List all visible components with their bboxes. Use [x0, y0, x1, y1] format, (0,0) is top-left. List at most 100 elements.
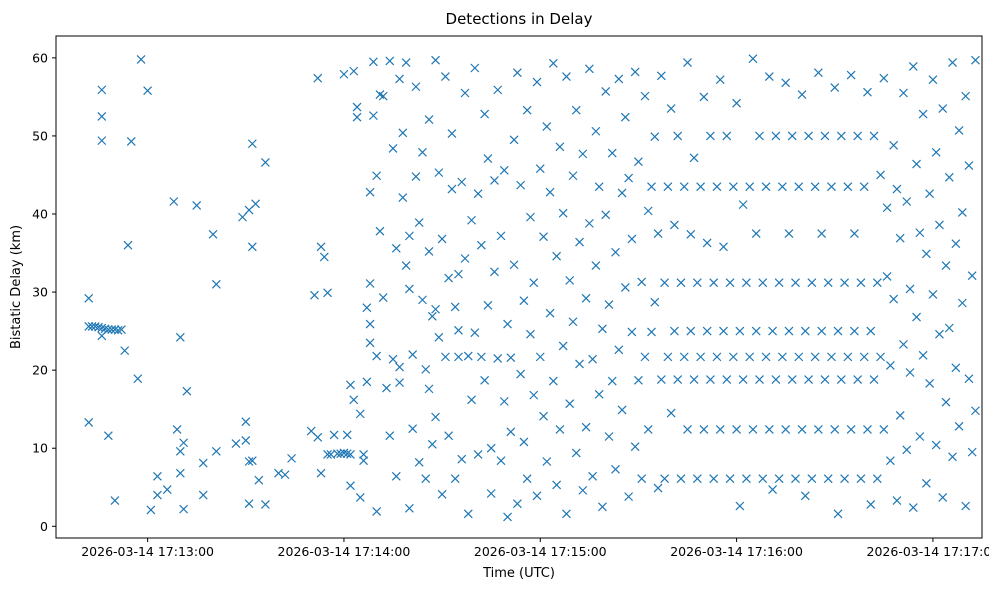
- detection-point: [879, 73, 889, 83]
- detection-point: [669, 220, 679, 230]
- detection-point: [241, 417, 251, 427]
- detection-point: [480, 375, 490, 385]
- detection-point: [437, 234, 447, 244]
- detection-point: [944, 323, 954, 333]
- y-tick-label: 0: [40, 519, 48, 534]
- detection-point: [454, 325, 463, 335]
- detection-point: [918, 350, 928, 360]
- detection-point: [905, 368, 915, 377]
- detection-point: [490, 267, 499, 277]
- detection-point: [463, 509, 473, 519]
- detection-point: [869, 375, 879, 384]
- detection-point: [905, 284, 915, 294]
- detection-point: [545, 187, 555, 197]
- detection-point: [820, 131, 830, 141]
- detection-point: [414, 457, 424, 467]
- detection-point: [624, 173, 634, 183]
- detection-point: [807, 278, 817, 288]
- detection-point: [935, 220, 944, 230]
- x-axis-label: Time (UTC): [482, 566, 555, 581]
- detection-point: [313, 432, 323, 442]
- y-tick-label: 30: [32, 285, 48, 300]
- detection-point: [912, 159, 921, 169]
- detection-point: [496, 231, 506, 241]
- detection-point: [339, 448, 349, 458]
- detection-point: [198, 490, 208, 500]
- detection-point: [97, 136, 107, 146]
- detection-point: [637, 474, 647, 484]
- detection-point: [542, 122, 552, 131]
- detection-point: [342, 430, 352, 440]
- detection-point: [571, 105, 581, 115]
- detection-point: [310, 290, 319, 300]
- detection-point: [529, 278, 539, 288]
- detection-point: [133, 374, 143, 384]
- detection-point: [372, 507, 382, 516]
- detection-point: [764, 425, 774, 434]
- detection-point: [813, 68, 823, 78]
- detection-point: [395, 362, 404, 372]
- detection-point: [643, 206, 653, 216]
- detection-point: [719, 242, 728, 252]
- detection-point: [584, 64, 594, 74]
- detection-point: [607, 148, 617, 158]
- detection-point: [863, 425, 872, 434]
- detection-point: [761, 352, 771, 362]
- detection-point: [935, 329, 944, 339]
- detection-point: [751, 326, 761, 336]
- detection-point: [679, 182, 689, 192]
- detection-point: [519, 296, 529, 306]
- detection-point: [853, 375, 863, 384]
- detection-point: [810, 352, 820, 362]
- detection-point: [506, 353, 516, 363]
- detection-point: [244, 499, 254, 509]
- detection-point: [346, 450, 355, 459]
- detection-point: [552, 480, 562, 490]
- detection-point: [362, 377, 372, 387]
- detection-point: [110, 496, 120, 505]
- detection-point: [849, 229, 859, 238]
- detection-point: [656, 71, 666, 81]
- detection-point: [836, 375, 846, 384]
- detection-point: [611, 464, 620, 474]
- detection-point: [634, 375, 643, 385]
- detection-point: [676, 474, 686, 484]
- detection-point: [660, 474, 670, 484]
- detection-point: [971, 55, 980, 65]
- detection-point: [836, 131, 846, 141]
- detection-point: [352, 102, 362, 112]
- detection-point: [532, 491, 542, 501]
- detection-point: [660, 278, 670, 288]
- detection-point: [728, 352, 738, 362]
- detection-point: [470, 328, 480, 338]
- detection-point: [175, 446, 185, 456]
- detection-point: [777, 182, 787, 192]
- detection-point: [748, 54, 758, 64]
- detection-point: [476, 240, 486, 250]
- detection-point: [666, 104, 676, 114]
- detection-point: [522, 474, 532, 484]
- detection-point: [781, 78, 791, 88]
- detection-point: [280, 470, 290, 480]
- detection-point: [103, 431, 113, 441]
- detection-point: [427, 311, 437, 321]
- detection-point: [961, 91, 971, 101]
- detection-point: [915, 432, 925, 441]
- detection-point: [594, 389, 604, 399]
- detection-point: [467, 395, 476, 405]
- detection-point: [627, 327, 637, 337]
- detection-point: [669, 326, 679, 336]
- detection-point: [496, 456, 506, 466]
- detection-point: [869, 131, 879, 141]
- detection-point: [339, 69, 349, 79]
- detection-point: [418, 295, 427, 305]
- detection-point: [349, 395, 359, 405]
- detection-point: [954, 421, 964, 431]
- detection-point: [539, 232, 548, 242]
- detection-point: [908, 62, 918, 71]
- detection-point: [476, 352, 486, 362]
- detection-point: [211, 446, 221, 456]
- detection-point: [807, 474, 817, 484]
- detection-point: [705, 131, 715, 141]
- detection-point: [627, 234, 637, 244]
